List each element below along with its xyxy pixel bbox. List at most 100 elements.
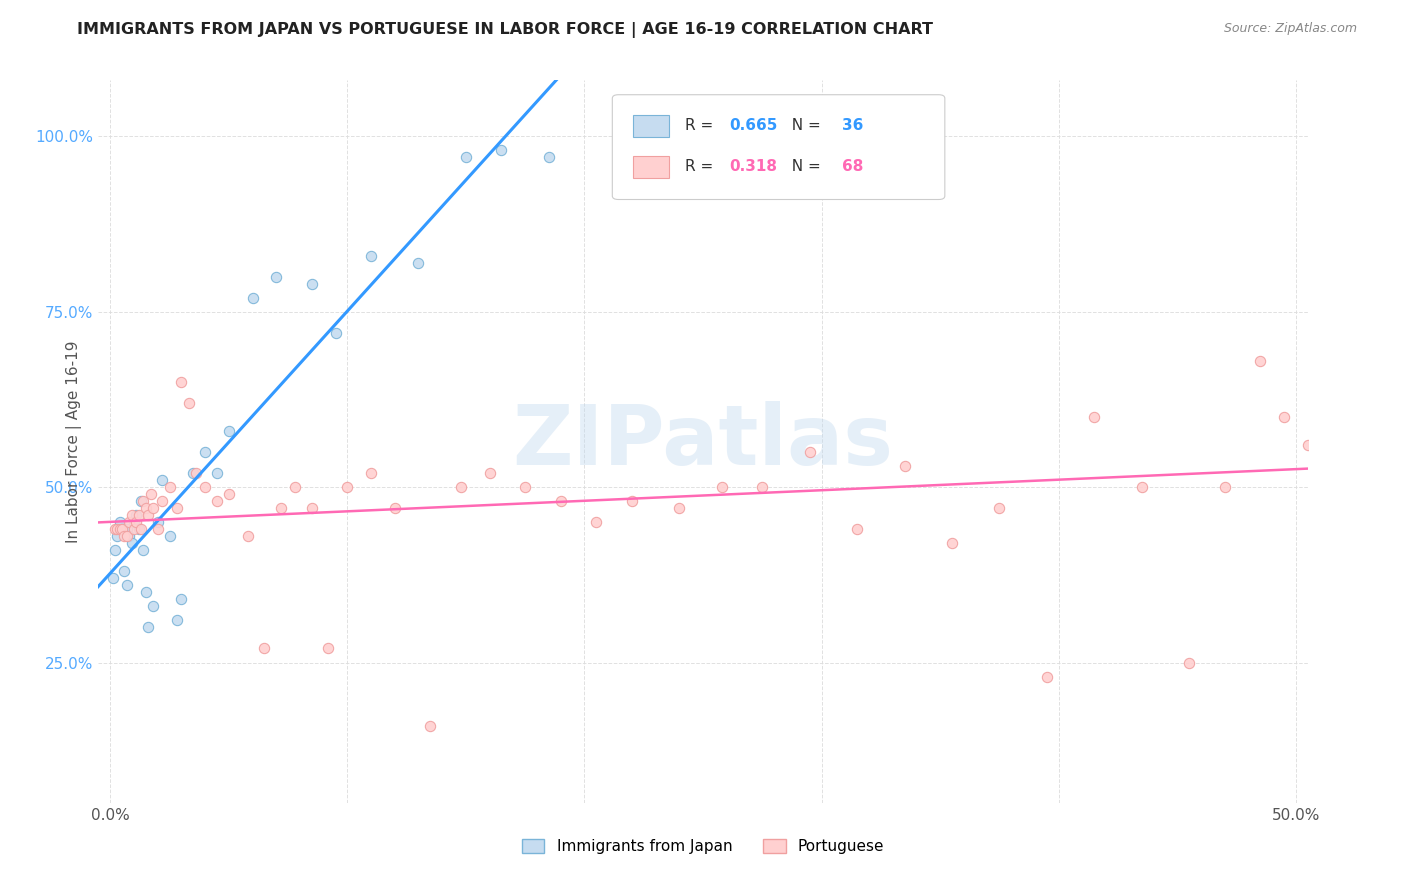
Point (132, 543, 155, 558)
Point (177, 396, 200, 410)
Point (318, 641, 340, 656)
Text: ZIPatlas: ZIPatlas (513, 401, 893, 482)
Point (941, 536, 963, 550)
Point (142, 599, 165, 614)
Point (236, 529, 259, 543)
Point (115, 578, 138, 592)
Point (194, 445, 217, 459)
Point (537, 151, 560, 165)
Point (988, 501, 1011, 516)
Point (118, 515, 141, 529)
Point (146, 522, 169, 536)
Point (1249, 354, 1271, 368)
Point (125, 508, 148, 523)
Point (170, 375, 193, 389)
Point (146, 515, 169, 529)
Point (491, 144, 513, 158)
Point (284, 480, 307, 494)
Point (122, 515, 145, 529)
Point (152, 473, 174, 487)
Point (242, 291, 264, 305)
Point (1178, 656, 1201, 670)
Point (478, 466, 501, 480)
Point (1213, 480, 1236, 494)
Point (194, 480, 217, 494)
Point (181, 466, 204, 480)
Point (129, 494, 152, 508)
Text: IMMIGRANTS FROM JAPAN VS PORTUGUESE IN LABOR FORCE | AGE 16-19 CORRELATION CHART: IMMIGRANTS FROM JAPAN VS PORTUGUESE IN L… (77, 22, 934, 38)
Point (325, 326, 347, 340)
Point (135, 501, 157, 516)
Point (799, 445, 821, 459)
Point (136, 508, 159, 523)
Text: 36: 36 (842, 119, 863, 133)
Text: N =: N = (782, 119, 825, 133)
Point (111, 522, 134, 536)
Point (129, 522, 152, 536)
Point (253, 641, 276, 656)
Point (128, 508, 150, 523)
Point (408, 255, 430, 269)
Point (515, 480, 537, 494)
Point (108, 515, 131, 529)
Point (104, 543, 127, 558)
Point (184, 466, 207, 480)
Point (159, 529, 181, 543)
Text: 68: 68 (842, 160, 863, 175)
Point (111, 522, 134, 536)
Point (108, 522, 131, 536)
Point (270, 501, 292, 516)
Point (1130, 480, 1153, 494)
Point (105, 529, 128, 543)
Point (152, 494, 174, 508)
Text: R =: R = (685, 119, 718, 133)
Point (114, 529, 136, 543)
Point (550, 494, 572, 508)
Point (115, 529, 138, 543)
Point (135, 585, 157, 599)
Point (125, 515, 148, 529)
Point (101, 571, 124, 585)
Point (336, 480, 359, 494)
Point (218, 487, 240, 501)
Point (122, 522, 145, 536)
Point (1296, 438, 1319, 452)
Point (846, 522, 869, 536)
Point (128, 522, 150, 536)
Point (170, 592, 193, 607)
Point (264, 269, 287, 284)
Point (710, 480, 733, 494)
Point (159, 480, 181, 494)
Point (1320, 459, 1343, 474)
Point (360, 466, 382, 480)
Text: 0.665: 0.665 (730, 119, 778, 133)
Point (454, 151, 477, 165)
Point (166, 501, 188, 516)
Point (139, 487, 162, 501)
Text: R =: R = (685, 160, 718, 175)
Text: Source: ZipAtlas.com: Source: ZipAtlas.com (1223, 22, 1357, 36)
Text: N =: N = (782, 160, 825, 175)
Point (114, 564, 136, 578)
Point (384, 501, 406, 516)
Point (301, 277, 323, 291)
Point (166, 614, 188, 628)
Point (118, 529, 141, 543)
Point (205, 466, 228, 480)
Point (893, 459, 915, 474)
Point (450, 480, 472, 494)
Point (205, 494, 228, 508)
Point (1344, 480, 1367, 494)
FancyBboxPatch shape (613, 95, 945, 200)
Text: 0.318: 0.318 (730, 160, 778, 175)
Point (360, 249, 382, 263)
Point (121, 508, 143, 523)
Point (668, 501, 690, 516)
Point (1272, 409, 1295, 424)
Point (585, 515, 607, 529)
Point (132, 494, 155, 508)
FancyBboxPatch shape (633, 115, 669, 136)
Point (1036, 669, 1059, 683)
Point (751, 480, 773, 494)
FancyBboxPatch shape (633, 156, 669, 178)
